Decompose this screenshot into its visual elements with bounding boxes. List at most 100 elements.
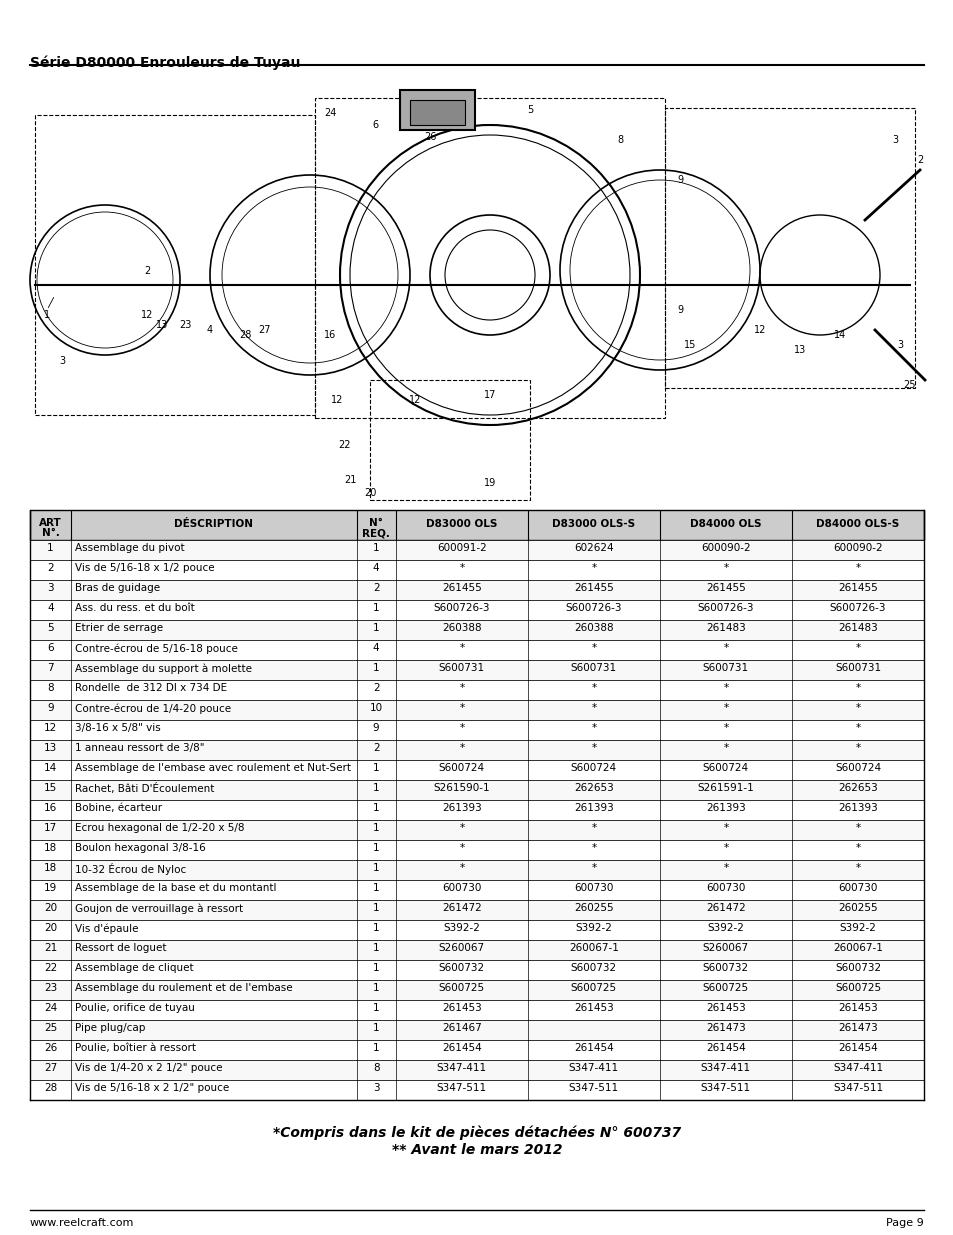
Text: D84000 OLS: D84000 OLS [689, 519, 760, 529]
Text: 1: 1 [373, 663, 379, 673]
Text: 2: 2 [373, 683, 379, 693]
Text: Etrier de serrage: Etrier de serrage [75, 622, 163, 634]
Text: S347-411: S347-411 [832, 1063, 882, 1073]
Text: 23: 23 [44, 983, 57, 993]
Text: 19: 19 [44, 883, 57, 893]
Text: Ecrou hexagonal de 1/2-20 x 5/8: Ecrou hexagonal de 1/2-20 x 5/8 [75, 823, 244, 832]
Text: 2: 2 [916, 156, 923, 165]
Text: S600726-3: S600726-3 [697, 603, 754, 613]
Text: 261454: 261454 [838, 1044, 877, 1053]
Text: *: * [458, 743, 464, 753]
Text: 1: 1 [373, 844, 379, 853]
Text: 600730: 600730 [838, 883, 877, 893]
Text: Bras de guidage: Bras de guidage [75, 583, 160, 593]
Text: 262653: 262653 [574, 783, 613, 793]
Text: 7: 7 [47, 663, 53, 673]
Text: 261472: 261472 [441, 903, 481, 913]
Text: 1: 1 [373, 983, 379, 993]
Text: *: * [591, 563, 596, 573]
Text: *Compris dans le kit de pièces détachées N° 600737: *Compris dans le kit de pièces détachées… [273, 1125, 680, 1140]
Text: 2: 2 [144, 266, 150, 275]
Text: 1: 1 [373, 823, 379, 832]
Bar [30, 940, 923, 960]
Text: 600091-2: 600091-2 [436, 543, 486, 553]
Text: *: * [458, 823, 464, 832]
Text: Pipe plug/cap: Pipe plug/cap [75, 1023, 145, 1032]
Text: *: * [722, 683, 728, 693]
Bar [30, 700, 923, 720]
Text: Contre-écrou de 5/16-18 pouce: Contre-écrou de 5/16-18 pouce [75, 643, 237, 653]
Text: 600090-2: 600090-2 [700, 543, 750, 553]
Text: 1: 1 [373, 923, 379, 932]
Text: 21: 21 [343, 475, 355, 485]
Text: Rachet, Bâti D'Écoulement: Rachet, Bâti D'Écoulement [75, 783, 214, 794]
Text: 9: 9 [373, 722, 379, 734]
Text: 1: 1 [373, 543, 379, 553]
Text: 260067-1: 260067-1 [832, 944, 882, 953]
Text: 12: 12 [44, 722, 57, 734]
Text: 261454: 261454 [574, 1044, 613, 1053]
Text: 6: 6 [372, 120, 377, 130]
Text: 10-32 Écrou de Nyloc: 10-32 Écrou de Nyloc [75, 863, 186, 876]
Text: S392-2: S392-2 [707, 923, 743, 932]
Text: 15: 15 [683, 340, 696, 350]
Text: S392-2: S392-2 [839, 923, 876, 932]
Text: 4: 4 [207, 325, 213, 335]
Text: *: * [722, 844, 728, 853]
Text: 17: 17 [483, 390, 496, 400]
Text: S600731: S600731 [702, 663, 748, 673]
Text: S600732: S600732 [834, 963, 881, 973]
Text: 13: 13 [793, 345, 805, 354]
Text: 1: 1 [373, 944, 379, 953]
Text: 261472: 261472 [705, 903, 745, 913]
Text: 1: 1 [373, 883, 379, 893]
Text: 261453: 261453 [441, 1003, 481, 1013]
Text: 261453: 261453 [574, 1003, 613, 1013]
Text: 261455: 261455 [441, 583, 481, 593]
Text: *: * [855, 643, 860, 653]
Text: 600730: 600730 [705, 883, 745, 893]
Text: S347-511: S347-511 [700, 1083, 750, 1093]
Text: 8: 8 [617, 135, 622, 144]
Text: ** Avant le mars 2012: ** Avant le mars 2012 [392, 1144, 561, 1157]
Text: 1: 1 [373, 863, 379, 873]
Text: www.reelcraft.com: www.reelcraft.com [30, 1218, 134, 1228]
Bar [30, 640, 923, 659]
Text: 6: 6 [47, 643, 53, 653]
Text: S600724: S600724 [834, 763, 881, 773]
Text: 9: 9 [47, 703, 53, 713]
Text: 20: 20 [44, 903, 57, 913]
Text: 260388: 260388 [441, 622, 481, 634]
Text: 261453: 261453 [705, 1003, 745, 1013]
Text: 27: 27 [258, 325, 271, 335]
Text: Poulie, orifice de tuyau: Poulie, orifice de tuyau [75, 1003, 194, 1013]
Bar [410, 100, 464, 125]
Bar [30, 760, 923, 781]
Bar [30, 580, 923, 600]
Text: 16: 16 [323, 330, 335, 340]
Text: S347-511: S347-511 [832, 1083, 882, 1093]
Text: 1: 1 [373, 903, 379, 913]
Text: Assemblage du roulement et de l'embase: Assemblage du roulement et de l'embase [75, 983, 293, 993]
Text: 9: 9 [677, 175, 682, 185]
Bar [30, 1079, 923, 1100]
Text: *: * [722, 643, 728, 653]
Text: S600725: S600725 [438, 983, 484, 993]
Text: 14: 14 [833, 330, 845, 340]
Text: 2: 2 [373, 743, 379, 753]
Text: 26: 26 [423, 132, 436, 142]
Bar [30, 860, 923, 881]
Text: *: * [591, 703, 596, 713]
Bar [30, 800, 923, 820]
Text: 16: 16 [44, 803, 57, 813]
Text: 22: 22 [338, 440, 351, 450]
Text: Vis d'épaule: Vis d'épaule [75, 923, 138, 934]
Text: 261454: 261454 [441, 1044, 481, 1053]
Bar [30, 900, 923, 920]
Text: 13: 13 [155, 320, 168, 330]
Text: 261473: 261473 [705, 1023, 745, 1032]
Text: ART: ART [39, 517, 62, 529]
Text: S260067: S260067 [438, 944, 484, 953]
Text: 600730: 600730 [574, 883, 613, 893]
Text: Assemblage de cliquet: Assemblage de cliquet [75, 963, 193, 973]
